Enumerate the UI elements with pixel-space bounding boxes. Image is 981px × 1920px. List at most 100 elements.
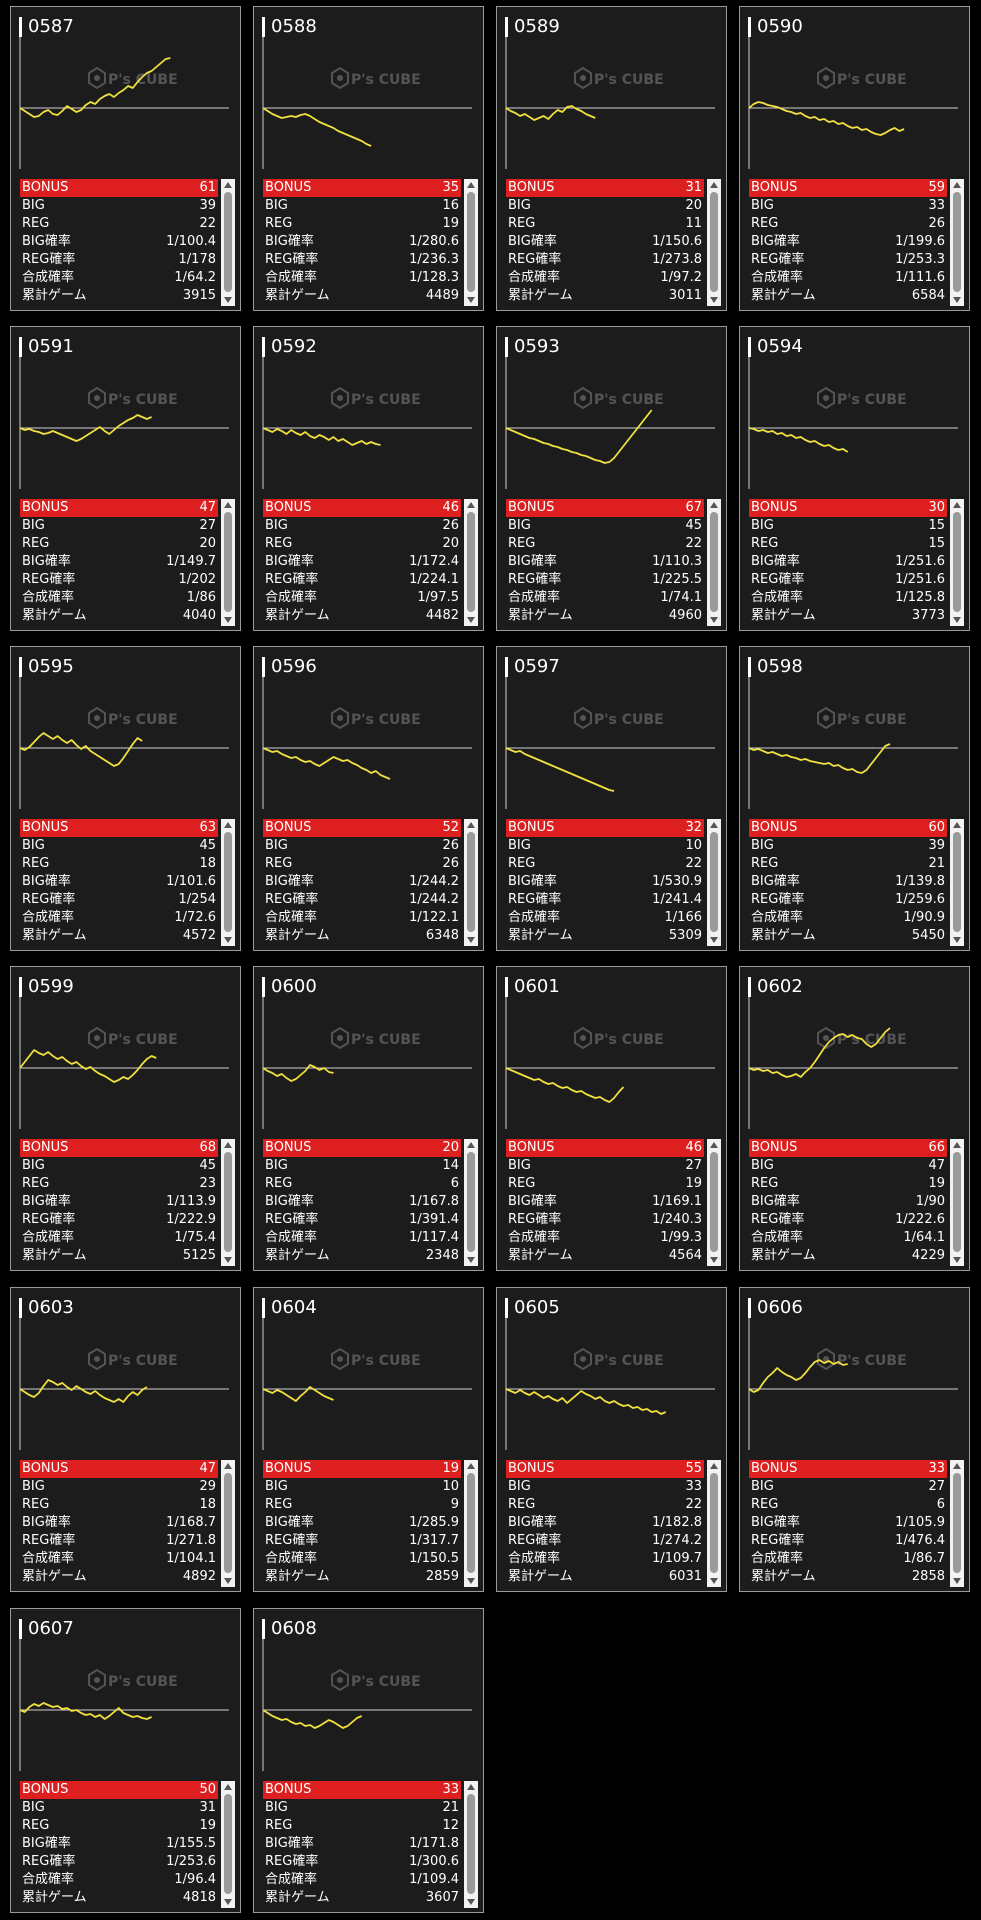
scroll-up-arrow-icon[interactable] <box>710 182 718 188</box>
scroll-down-arrow-icon[interactable] <box>953 937 961 943</box>
scroll-up-arrow-icon[interactable] <box>953 1463 961 1469</box>
scroll-up-arrow-icon[interactable] <box>467 822 475 828</box>
machine-card-0605[interactable]: 0605 P's CUBE BONUS 55 BIG 33 REG 22 <box>496 1287 727 1592</box>
scroll-down-arrow-icon[interactable] <box>224 297 232 303</box>
stats-scrollbar[interactable] <box>707 1460 721 1587</box>
scroll-up-arrow-icon[interactable] <box>224 182 232 188</box>
stats-scrollbar[interactable] <box>221 1139 235 1266</box>
stats-scrollbar[interactable] <box>707 1139 721 1266</box>
stats-scrollbar[interactable] <box>950 1460 964 1587</box>
scroll-up-arrow-icon[interactable] <box>710 1142 718 1148</box>
scroll-thumb[interactable] <box>953 512 961 612</box>
scroll-thumb[interactable] <box>710 1152 718 1252</box>
scroll-down-arrow-icon[interactable] <box>224 1578 232 1584</box>
scroll-thumb[interactable] <box>467 1473 475 1573</box>
stats-scrollbar[interactable] <box>464 499 478 626</box>
machine-card-0598[interactable]: 0598 P's CUBE BONUS 60 BIG 39 REG 21 <box>739 646 970 951</box>
machine-card-0597[interactable]: 0597 P's CUBE BONUS 32 BIG 10 REG 22 <box>496 646 727 951</box>
machine-card-0601[interactable]: 0601 P's CUBE BONUS 46 BIG 27 REG 19 <box>496 966 727 1271</box>
scroll-down-arrow-icon[interactable] <box>953 297 961 303</box>
scroll-down-arrow-icon[interactable] <box>467 297 475 303</box>
scroll-up-arrow-icon[interactable] <box>953 182 961 188</box>
scroll-up-arrow-icon[interactable] <box>953 1142 961 1148</box>
machine-card-0589[interactable]: 0589 P's CUBE BONUS 31 BIG 20 REG 11 <box>496 6 727 311</box>
scroll-thumb[interactable] <box>224 192 232 292</box>
machine-card-0596[interactable]: 0596 P's CUBE BONUS 52 BIG 26 REG 26 <box>253 646 484 951</box>
scroll-thumb[interactable] <box>953 1152 961 1252</box>
stats-scrollbar[interactable] <box>464 1460 478 1587</box>
scroll-thumb[interactable] <box>224 512 232 612</box>
scroll-up-arrow-icon[interactable] <box>710 502 718 508</box>
scroll-thumb[interactable] <box>467 1152 475 1252</box>
scroll-down-arrow-icon[interactable] <box>467 937 475 943</box>
scroll-down-arrow-icon[interactable] <box>953 1578 961 1584</box>
scroll-up-arrow-icon[interactable] <box>467 182 475 188</box>
stats-scrollbar[interactable] <box>464 1139 478 1266</box>
machine-card-0608[interactable]: 0608 P's CUBE BONUS 33 BIG 21 REG 12 <box>253 1608 484 1913</box>
scroll-thumb[interactable] <box>224 1152 232 1252</box>
scroll-thumb[interactable] <box>710 832 718 932</box>
machine-card-0590[interactable]: 0590 P's CUBE BONUS 59 BIG 33 REG 26 <box>739 6 970 311</box>
machine-card-0604[interactable]: 0604 P's CUBE BONUS 19 BIG 10 REG 9 <box>253 1287 484 1592</box>
scroll-up-arrow-icon[interactable] <box>224 822 232 828</box>
stats-scrollbar[interactable] <box>950 1139 964 1266</box>
scroll-thumb[interactable] <box>710 192 718 292</box>
machine-card-0593[interactable]: 0593 P's CUBE BONUS 67 BIG 45 REG 22 <box>496 326 727 631</box>
scroll-thumb[interactable] <box>953 192 961 292</box>
scroll-down-arrow-icon[interactable] <box>467 617 475 623</box>
scroll-down-arrow-icon[interactable] <box>467 1257 475 1263</box>
machine-card-0587[interactable]: 0587 P's CUBE BONUS 61 BIG 39 REG 22 <box>10 6 241 311</box>
scroll-down-arrow-icon[interactable] <box>710 297 718 303</box>
machine-card-0595[interactable]: 0595 P's CUBE BONUS 63 BIG 45 REG 18 <box>10 646 241 951</box>
scroll-up-arrow-icon[interactable] <box>467 502 475 508</box>
scroll-up-arrow-icon[interactable] <box>467 1142 475 1148</box>
scroll-down-arrow-icon[interactable] <box>224 1257 232 1263</box>
scroll-up-arrow-icon[interactable] <box>224 1784 232 1790</box>
stats-scrollbar[interactable] <box>464 819 478 946</box>
scroll-down-arrow-icon[interactable] <box>710 617 718 623</box>
scroll-thumb[interactable] <box>224 832 232 932</box>
scroll-down-arrow-icon[interactable] <box>953 617 961 623</box>
scroll-up-arrow-icon[interactable] <box>224 1142 232 1148</box>
machine-card-0588[interactable]: 0588 P's CUBE BONUS 35 BIG 16 REG 19 <box>253 6 484 311</box>
scroll-up-arrow-icon[interactable] <box>710 1463 718 1469</box>
machine-card-0600[interactable]: 0600 P's CUBE BONUS 20 BIG 14 REG 6 <box>253 966 484 1271</box>
scroll-up-arrow-icon[interactable] <box>467 1784 475 1790</box>
scroll-down-arrow-icon[interactable] <box>953 1257 961 1263</box>
stats-scrollbar[interactable] <box>221 1460 235 1587</box>
stats-scrollbar[interactable] <box>221 179 235 306</box>
scroll-down-arrow-icon[interactable] <box>467 1578 475 1584</box>
scroll-up-arrow-icon[interactable] <box>710 822 718 828</box>
scroll-up-arrow-icon[interactable] <box>953 502 961 508</box>
stats-scrollbar[interactable] <box>707 499 721 626</box>
stats-scrollbar[interactable] <box>950 179 964 306</box>
machine-card-0594[interactable]: 0594 P's CUBE BONUS 30 BIG 15 REG 15 <box>739 326 970 631</box>
stats-scrollbar[interactable] <box>464 1781 478 1908</box>
machine-card-0603[interactable]: 0603 P's CUBE BONUS 47 BIG 29 REG 18 <box>10 1287 241 1592</box>
scroll-up-arrow-icon[interactable] <box>224 502 232 508</box>
scroll-down-arrow-icon[interactable] <box>224 617 232 623</box>
scroll-thumb[interactable] <box>467 832 475 932</box>
machine-card-0599[interactable]: 0599 P's CUBE BONUS 68 BIG 45 REG 23 <box>10 966 241 1271</box>
scroll-thumb[interactable] <box>467 1794 475 1894</box>
scroll-up-arrow-icon[interactable] <box>953 822 961 828</box>
scroll-thumb[interactable] <box>467 512 475 612</box>
scroll-up-arrow-icon[interactable] <box>224 1463 232 1469</box>
scroll-thumb[interactable] <box>467 192 475 292</box>
stats-scrollbar[interactable] <box>707 179 721 306</box>
scroll-down-arrow-icon[interactable] <box>224 1899 232 1905</box>
scroll-thumb[interactable] <box>710 1473 718 1573</box>
stats-scrollbar[interactable] <box>464 179 478 306</box>
scroll-down-arrow-icon[interactable] <box>710 1257 718 1263</box>
stats-scrollbar[interactable] <box>707 819 721 946</box>
stats-scrollbar[interactable] <box>221 499 235 626</box>
scroll-down-arrow-icon[interactable] <box>710 1578 718 1584</box>
machine-card-0607[interactable]: 0607 P's CUBE BONUS 50 BIG 31 REG 19 <box>10 1608 241 1913</box>
stats-scrollbar[interactable] <box>950 819 964 946</box>
machine-card-0591[interactable]: 0591 P's CUBE BONUS 47 BIG 27 REG 20 <box>10 326 241 631</box>
scroll-down-arrow-icon[interactable] <box>224 937 232 943</box>
scroll-thumb[interactable] <box>953 832 961 932</box>
scroll-thumb[interactable] <box>710 512 718 612</box>
scroll-thumb[interactable] <box>224 1473 232 1573</box>
machine-card-0602[interactable]: 0602 P's CUBE BONUS 66 BIG 47 REG 19 <box>739 966 970 1271</box>
